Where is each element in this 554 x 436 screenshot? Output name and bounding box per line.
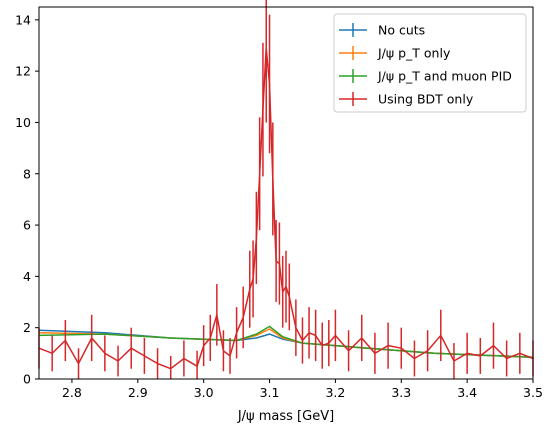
- y-tick-label: 14: [15, 12, 31, 27]
- x-tick-label: 2.9: [128, 385, 148, 400]
- legend-label: Using BDT only: [378, 92, 474, 107]
- legend-item: J/ψ p_T only: [339, 46, 451, 61]
- x-tick-label: 3.2: [325, 385, 345, 400]
- legend-item: J/ψ p_T and muon PID: [339, 69, 512, 84]
- y-tick-label: 6: [23, 218, 31, 233]
- x-tick-label: 3.0: [194, 385, 214, 400]
- legend-frame: [333, 13, 527, 113]
- legend-item: No cuts: [339, 23, 425, 38]
- x-axis-label: J/ψ mass [GeV]: [237, 409, 334, 424]
- legend: No cuts J/ψ p_T only J/ψ p_T and muon PID U…: [333, 13, 527, 113]
- x-tick-label: 3.1: [260, 385, 280, 400]
- y-axis: 0 2 4 6 8 10 12 14: [15, 12, 39, 387]
- x-tick-label: 3.5: [523, 385, 543, 400]
- y-tick-label: 8: [23, 166, 31, 181]
- y-tick-label: 12: [15, 64, 31, 79]
- y-tick-label: 0: [23, 372, 31, 387]
- legend-label: J/ψ p_T and muon PID: [377, 69, 512, 84]
- x-axis: 2.8 2.9 3.0 3.1 3.2 3.3 3.4 3.5: [62, 379, 543, 400]
- x-tick-label: 3.3: [391, 385, 411, 400]
- y-tick-label: 2: [23, 320, 31, 335]
- legend-label: No cuts: [378, 23, 425, 38]
- legend-label: J/ψ p_T only: [377, 46, 451, 61]
- series-layer: [38, 0, 534, 379]
- legend-item: Using BDT only: [339, 92, 474, 107]
- series-4: [38, 0, 534, 379]
- y-tick-label: 10: [15, 115, 31, 130]
- y-tick-label: 4: [23, 269, 31, 284]
- plot-frame: [38, 6, 534, 380]
- x-tick-label: 2.8: [62, 385, 82, 400]
- x-tick-label: 3.4: [457, 385, 477, 400]
